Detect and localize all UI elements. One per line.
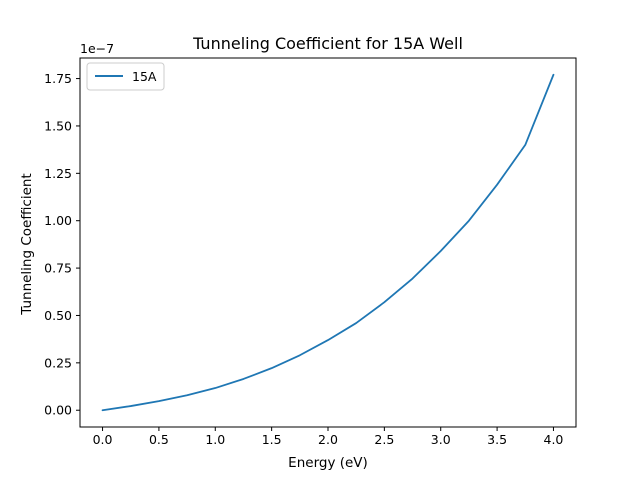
y-axis-label: Tunneling Coefficient — [19, 173, 35, 315]
legend-label: 15A — [132, 69, 157, 84]
y-tick-label: 0.00 — [44, 403, 72, 418]
plot-area — [101, 73, 555, 412]
legend: 15A — [86, 62, 165, 91]
y-tick-label: 0.25 — [44, 355, 72, 370]
y-tick-label: 1.75 — [44, 71, 72, 86]
x-tick-label: 4.0 — [544, 432, 564, 447]
x-axis: 0.0 0.5 1.0 1.5 2.0 2.5 3.0 3.5 4.0 — [93, 427, 564, 447]
x-tick-label: 2.5 — [374, 432, 394, 447]
x-tick-label: 2.0 — [318, 432, 338, 447]
y-tick-label: 1.00 — [44, 213, 72, 228]
series-line-0 — [101, 73, 555, 412]
y-axis-offset-text: 1e−7 — [80, 41, 114, 56]
x-tick-label: 0.5 — [149, 432, 169, 447]
x-axis-label: Energy (eV) — [288, 455, 368, 471]
x-tick-label: 0.0 — [93, 432, 113, 447]
y-tick-label: 1.25 — [44, 166, 72, 181]
plot-frame — [79, 57, 577, 428]
x-tick-label: 1.0 — [205, 432, 225, 447]
y-tick-label: 0.50 — [44, 308, 72, 323]
x-tick-label: 3.5 — [487, 432, 507, 447]
y-tick-label: 0.75 — [44, 261, 72, 276]
legend-box — [86, 62, 165, 91]
x-tick-label: 3.0 — [431, 432, 451, 447]
chart-title: Tunneling Coefficient for 15A Well — [192, 34, 463, 53]
x-tick-label: 1.5 — [262, 432, 282, 447]
y-axis: 0.00 0.25 0.50 0.75 1.00 1.25 1.50 1.75 — [44, 71, 80, 418]
y-tick-label: 1.50 — [44, 118, 72, 133]
